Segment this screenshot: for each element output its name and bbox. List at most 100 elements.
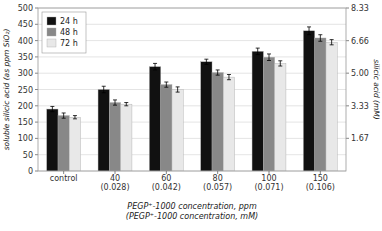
y-tick — [35, 122, 38, 123]
error-line — [257, 48, 258, 55]
bar — [252, 51, 263, 171]
error-bar — [307, 27, 311, 35]
error-cap — [256, 48, 260, 49]
grid-line — [38, 138, 346, 139]
error-cap — [124, 105, 128, 106]
error-bar — [318, 35, 322, 42]
error-bar — [256, 48, 260, 55]
error-cap — [227, 74, 231, 75]
y-tick-label: 50 — [23, 151, 33, 160]
error-cap — [124, 102, 128, 103]
error-cap — [153, 69, 157, 70]
grid-line — [38, 154, 346, 155]
y-tick — [35, 154, 38, 155]
error-cap — [164, 87, 168, 88]
error-bar — [227, 75, 231, 80]
x-tick-label-line: (0.071) — [254, 183, 283, 192]
error-bar — [267, 54, 271, 61]
error-cap — [102, 92, 106, 93]
error-bar — [204, 59, 208, 64]
y-tick-label: 400 — [18, 37, 33, 46]
y-tick-label: 0 — [28, 167, 33, 176]
error-cap — [307, 34, 311, 35]
x-tick-label-line: (0.042) — [152, 183, 181, 192]
error-bar — [50, 106, 54, 111]
error-cap — [318, 34, 322, 35]
y-tick — [35, 89, 38, 90]
x-tick — [166, 171, 167, 174]
error-cap — [102, 86, 106, 87]
error-cap — [113, 99, 117, 100]
error-cap — [330, 39, 334, 40]
bar — [47, 109, 58, 171]
grid-line — [38, 56, 346, 57]
error-bar — [176, 87, 180, 92]
error-line — [228, 75, 229, 80]
error-bar — [330, 40, 334, 45]
error-cap — [227, 79, 231, 80]
error-line — [63, 113, 64, 118]
x-tick — [115, 171, 116, 174]
y-tick — [35, 138, 38, 139]
x-tick-label-line: (0.106) — [306, 183, 335, 192]
error-cap — [50, 106, 54, 107]
error-cap — [204, 59, 208, 60]
error-cap — [216, 75, 220, 76]
bar — [69, 117, 80, 171]
bar — [212, 73, 223, 171]
legend-frame — [42, 12, 86, 53]
grid-line — [38, 89, 346, 90]
y-tick — [35, 105, 38, 106]
y-tick-label: 250 — [18, 86, 33, 95]
y-tick — [35, 73, 38, 74]
y-tick — [35, 56, 38, 57]
error-cap — [216, 69, 220, 70]
y-tick-label: 450 — [18, 20, 33, 29]
x-tick-label-line: 60 — [161, 174, 171, 183]
error-cap — [278, 60, 282, 61]
error-line — [166, 82, 167, 87]
error-bar — [164, 82, 168, 87]
legend: 24 h48 h72 h — [42, 12, 86, 53]
x-tick — [217, 171, 218, 174]
x-tick-label: 150(0.106) — [306, 174, 335, 192]
x-tick-label: 60(0.042) — [152, 174, 181, 192]
y-tick-label: 100 — [18, 134, 33, 143]
x-tick-label-line: (0.057) — [203, 183, 232, 192]
y-tick — [35, 8, 38, 9]
x-tick-label-line: 80 — [213, 174, 223, 183]
x-tick — [320, 171, 321, 174]
x-tick-label-line: control — [50, 174, 78, 183]
bar — [121, 104, 132, 171]
bar — [223, 77, 234, 171]
y-tick-label: 350 — [18, 53, 33, 62]
legend-label: 24 h — [60, 17, 78, 26]
bar — [98, 90, 109, 172]
bar — [149, 67, 160, 171]
y2-tick-label: 8.33 — [351, 4, 369, 13]
error-line — [52, 106, 53, 111]
error-line — [177, 87, 178, 92]
x-tick-label: control — [50, 174, 78, 183]
error-cap — [176, 92, 180, 93]
legend-swatch — [47, 39, 56, 47]
y2-tick — [346, 8, 349, 9]
bar — [109, 103, 120, 171]
y-tick — [35, 171, 38, 172]
error-line — [280, 61, 281, 66]
y-axis-label: soluble silicic acid (as ppm SiO₂) — [2, 29, 11, 151]
y2-tick-label: 1.67 — [351, 134, 369, 143]
y2-tick — [346, 73, 349, 74]
error-cap — [73, 118, 77, 119]
y2-tick — [346, 138, 349, 139]
legend-label: 72 h — [60, 39, 78, 48]
plot-frame — [38, 8, 346, 171]
x-axis-label-line: (PEGP⁺-1000 concentration, mM) — [126, 212, 258, 221]
error-cap — [153, 63, 157, 64]
x-axis-label-line: PEGP⁺-1000 concentration, ppm — [127, 202, 257, 211]
error-bar — [62, 113, 66, 118]
error-bar — [102, 86, 106, 93]
error-cap — [307, 26, 311, 27]
error-cap — [62, 118, 66, 119]
bar — [315, 38, 326, 171]
